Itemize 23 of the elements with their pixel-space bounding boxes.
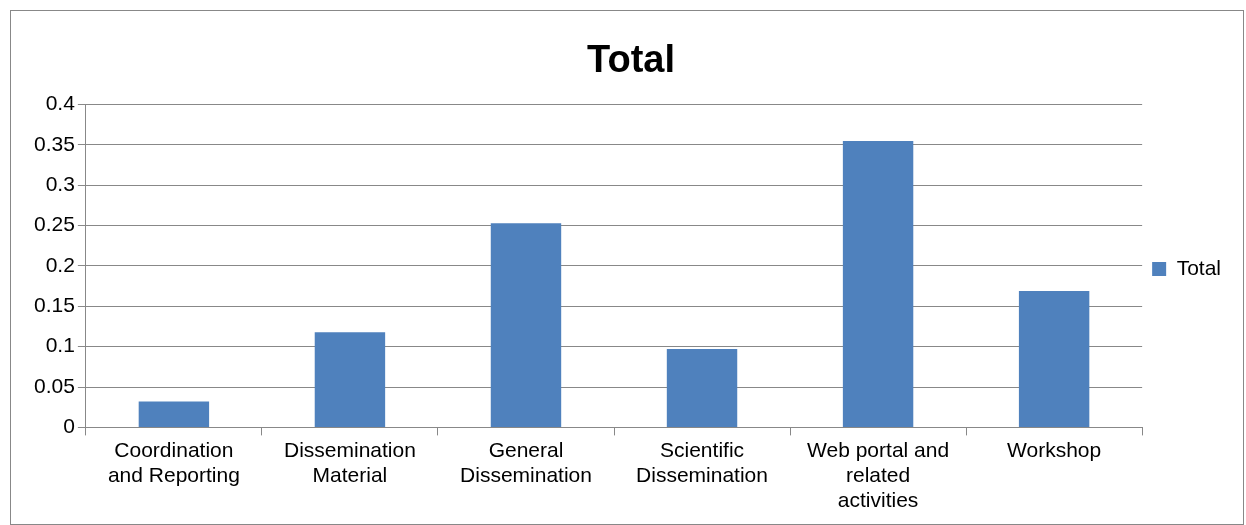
bar <box>1018 291 1090 427</box>
y-tick-label: 0.25 <box>34 212 75 236</box>
x-tick-label: Workshop <box>1007 437 1102 461</box>
bar <box>314 332 386 427</box>
y-tick-label: 0.35 <box>34 131 75 155</box>
y-tick-label: 0.15 <box>34 293 75 317</box>
bar <box>842 140 914 427</box>
y-tick-label: 0.1 <box>45 333 75 357</box>
x-tick-label: Coordination and Reporting <box>107 437 240 486</box>
bar <box>490 223 562 427</box>
y-tick-label: 0.3 <box>45 172 75 196</box>
y-tick-label: 0.05 <box>34 373 75 397</box>
y-tick-label: 0.2 <box>45 252 75 276</box>
bar <box>666 349 738 427</box>
bar <box>138 401 210 427</box>
y-tick-label: 0 <box>63 414 75 438</box>
x-tick-label: Web portal and related activities <box>807 437 950 512</box>
x-tick-label: General Dissemination <box>460 437 592 486</box>
y-tick-label: 0.4 <box>45 91 76 115</box>
x-tick-label: Scientific Dissemination <box>636 437 768 486</box>
chart-title: Total <box>587 38 675 81</box>
x-tick-label: Dissemination Material <box>283 437 416 486</box>
legend-label: Total <box>1176 255 1221 279</box>
